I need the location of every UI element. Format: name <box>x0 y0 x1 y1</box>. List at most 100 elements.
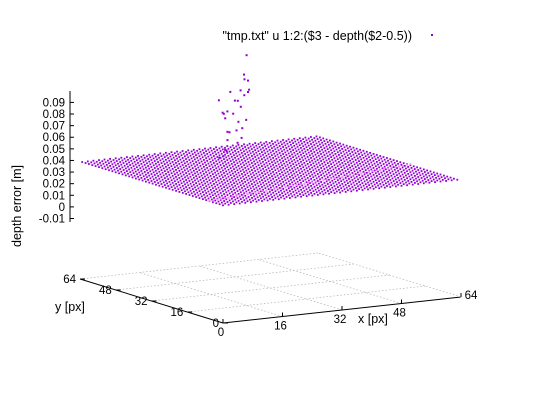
surface-point <box>232 200 234 203</box>
surface-point <box>156 179 158 182</box>
surface-point <box>137 162 139 164</box>
surface-point <box>117 169 119 172</box>
surface-point <box>377 170 379 173</box>
surface-point <box>228 164 231 167</box>
surface-point <box>316 138 319 140</box>
surface-point <box>362 177 365 180</box>
surface-point <box>128 175 131 178</box>
outlier-point <box>229 90 232 93</box>
surface-point <box>119 161 122 163</box>
surface-point <box>331 158 334 161</box>
surface-point <box>282 146 284 148</box>
surface-point <box>150 159 153 161</box>
surface-point <box>209 189 212 191</box>
surface-point <box>319 157 321 160</box>
surface-point <box>258 166 261 169</box>
surface-point <box>278 173 281 175</box>
surface-point <box>263 184 266 187</box>
surface-point <box>222 197 224 200</box>
surface-point <box>373 162 376 165</box>
surface-point <box>333 178 336 180</box>
surface-point <box>307 144 310 147</box>
surface-point <box>374 165 377 168</box>
surface-point <box>219 199 222 201</box>
surface-point <box>98 166 100 168</box>
surface-point <box>236 176 239 179</box>
surface-point <box>262 153 264 156</box>
surface-point <box>263 142 265 145</box>
surface-point <box>342 185 345 188</box>
surface-point <box>350 162 353 165</box>
surface-point <box>380 178 383 181</box>
highlight-point <box>284 186 287 188</box>
z-tick-label: 0.06 <box>43 132 65 144</box>
surface-point <box>441 179 444 181</box>
surface-point <box>194 165 196 168</box>
surface-point <box>376 161 378 163</box>
surface-point <box>256 147 259 150</box>
surface-point <box>188 159 191 161</box>
surface-point <box>169 169 172 172</box>
surface-point <box>392 173 395 175</box>
surface-point <box>371 178 374 181</box>
surface-point <box>312 176 315 179</box>
x-tick-label: 64 <box>465 290 478 302</box>
surface-point <box>178 163 181 165</box>
surface-point <box>160 183 163 185</box>
surface-point <box>286 184 289 187</box>
surface-point <box>246 165 249 168</box>
surface-point <box>186 160 188 163</box>
surface-point <box>178 191 181 193</box>
surface-point <box>287 159 290 162</box>
surface-point <box>391 177 394 180</box>
surface-point <box>290 185 292 188</box>
surface-point <box>299 179 301 181</box>
surface-point <box>153 167 156 169</box>
surface-point <box>218 168 221 171</box>
surface-point <box>260 197 262 200</box>
surface-point <box>392 180 395 182</box>
surface-point <box>222 176 224 179</box>
surface-point <box>161 171 164 174</box>
surface-point <box>329 167 331 170</box>
surface-point <box>227 168 230 171</box>
surface-point <box>196 163 199 166</box>
surface-point <box>226 187 229 189</box>
surface-point <box>280 175 282 178</box>
surface-point <box>253 153 255 156</box>
surface-point <box>309 147 311 150</box>
surface-point <box>329 139 331 142</box>
surface-point <box>257 150 260 152</box>
surface-point <box>169 162 172 165</box>
surface-point <box>219 192 222 194</box>
surface-point <box>211 166 214 169</box>
surface-point <box>210 156 213 159</box>
surface-point <box>242 182 244 185</box>
surface-point <box>207 197 210 200</box>
surface-point <box>345 186 348 189</box>
surface-point <box>101 160 104 163</box>
surface-point <box>139 160 142 163</box>
surface-point <box>108 162 110 165</box>
surface-point <box>249 187 252 190</box>
surface-point <box>238 153 241 156</box>
surface-point <box>341 148 344 150</box>
surface-point <box>349 187 352 190</box>
surface-point <box>280 189 282 192</box>
surface-point <box>337 186 339 188</box>
surface-point <box>294 196 297 199</box>
surface-point <box>162 153 165 156</box>
surface-point <box>162 174 165 177</box>
surface-point <box>240 159 243 161</box>
surface-point <box>312 162 315 165</box>
highlight-point <box>379 168 382 171</box>
outlier-point <box>243 78 246 81</box>
outlier-points <box>217 54 251 159</box>
surface-point <box>321 183 324 186</box>
surface-point <box>162 181 165 184</box>
surface-point <box>170 186 173 188</box>
surface-point <box>328 178 330 181</box>
surface-point <box>253 195 256 198</box>
surface-point <box>389 172 392 174</box>
surface-point <box>170 165 173 168</box>
